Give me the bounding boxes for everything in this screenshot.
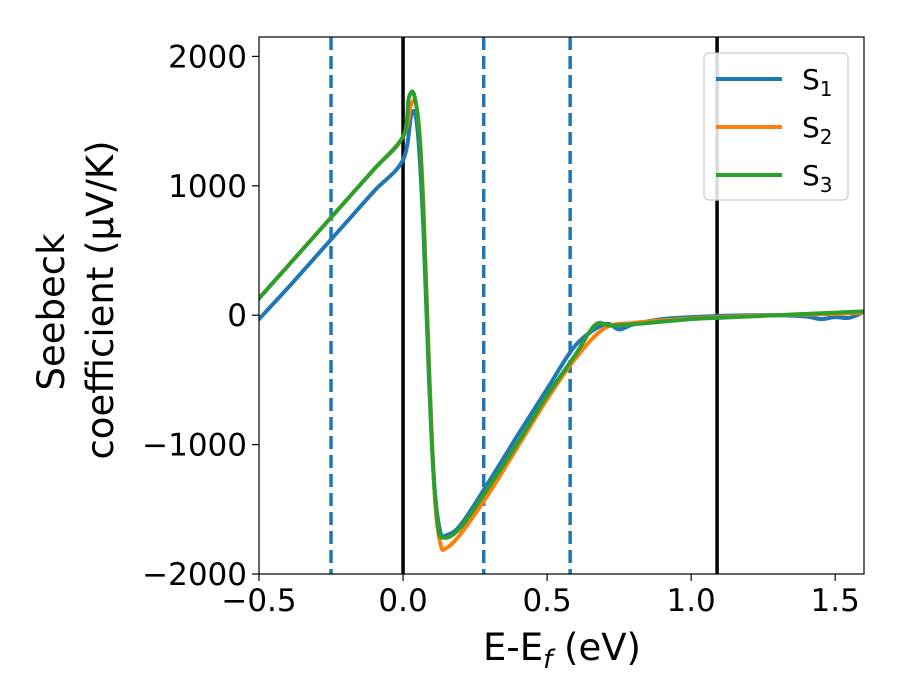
- x-tick-label: 1.0: [666, 583, 715, 619]
- y-tick-label: −1000: [142, 428, 247, 464]
- series-line-s3: [259, 89, 864, 540]
- axes-frame: [258, 36, 865, 575]
- y-tick-label: 0: [227, 298, 247, 334]
- legend-label-s1: S1: [802, 63, 833, 101]
- series-layer: [259, 89, 864, 553]
- vertical-lines: [329, 37, 719, 574]
- x-tick-label: −0.5: [221, 583, 296, 619]
- y-tick-label: 1000: [168, 169, 247, 205]
- x-axis-label: E-Ef (eV): [483, 626, 641, 675]
- ticks: −0.5 0.0 0.5 1.0 1.5 −2000 −1000 0 1000 2000: [142, 39, 860, 619]
- x-tick-label: 1.5: [811, 583, 860, 619]
- y-axis-label-line1: Seebeck: [30, 233, 73, 391]
- x-tick-label: 0.0: [378, 583, 427, 619]
- plot-frame: [258, 36, 865, 575]
- legend: S1 S2 S3: [703, 52, 849, 201]
- x-tick-label: 0.5: [522, 583, 571, 619]
- y-tick-label: 2000: [168, 39, 247, 75]
- legend-label-s3: S3: [802, 159, 833, 197]
- y-tick-label: −2000: [142, 557, 247, 593]
- y-axis-label-line2: coefficient (μV/K): [79, 140, 122, 459]
- legend-label-s2: S2: [802, 111, 833, 149]
